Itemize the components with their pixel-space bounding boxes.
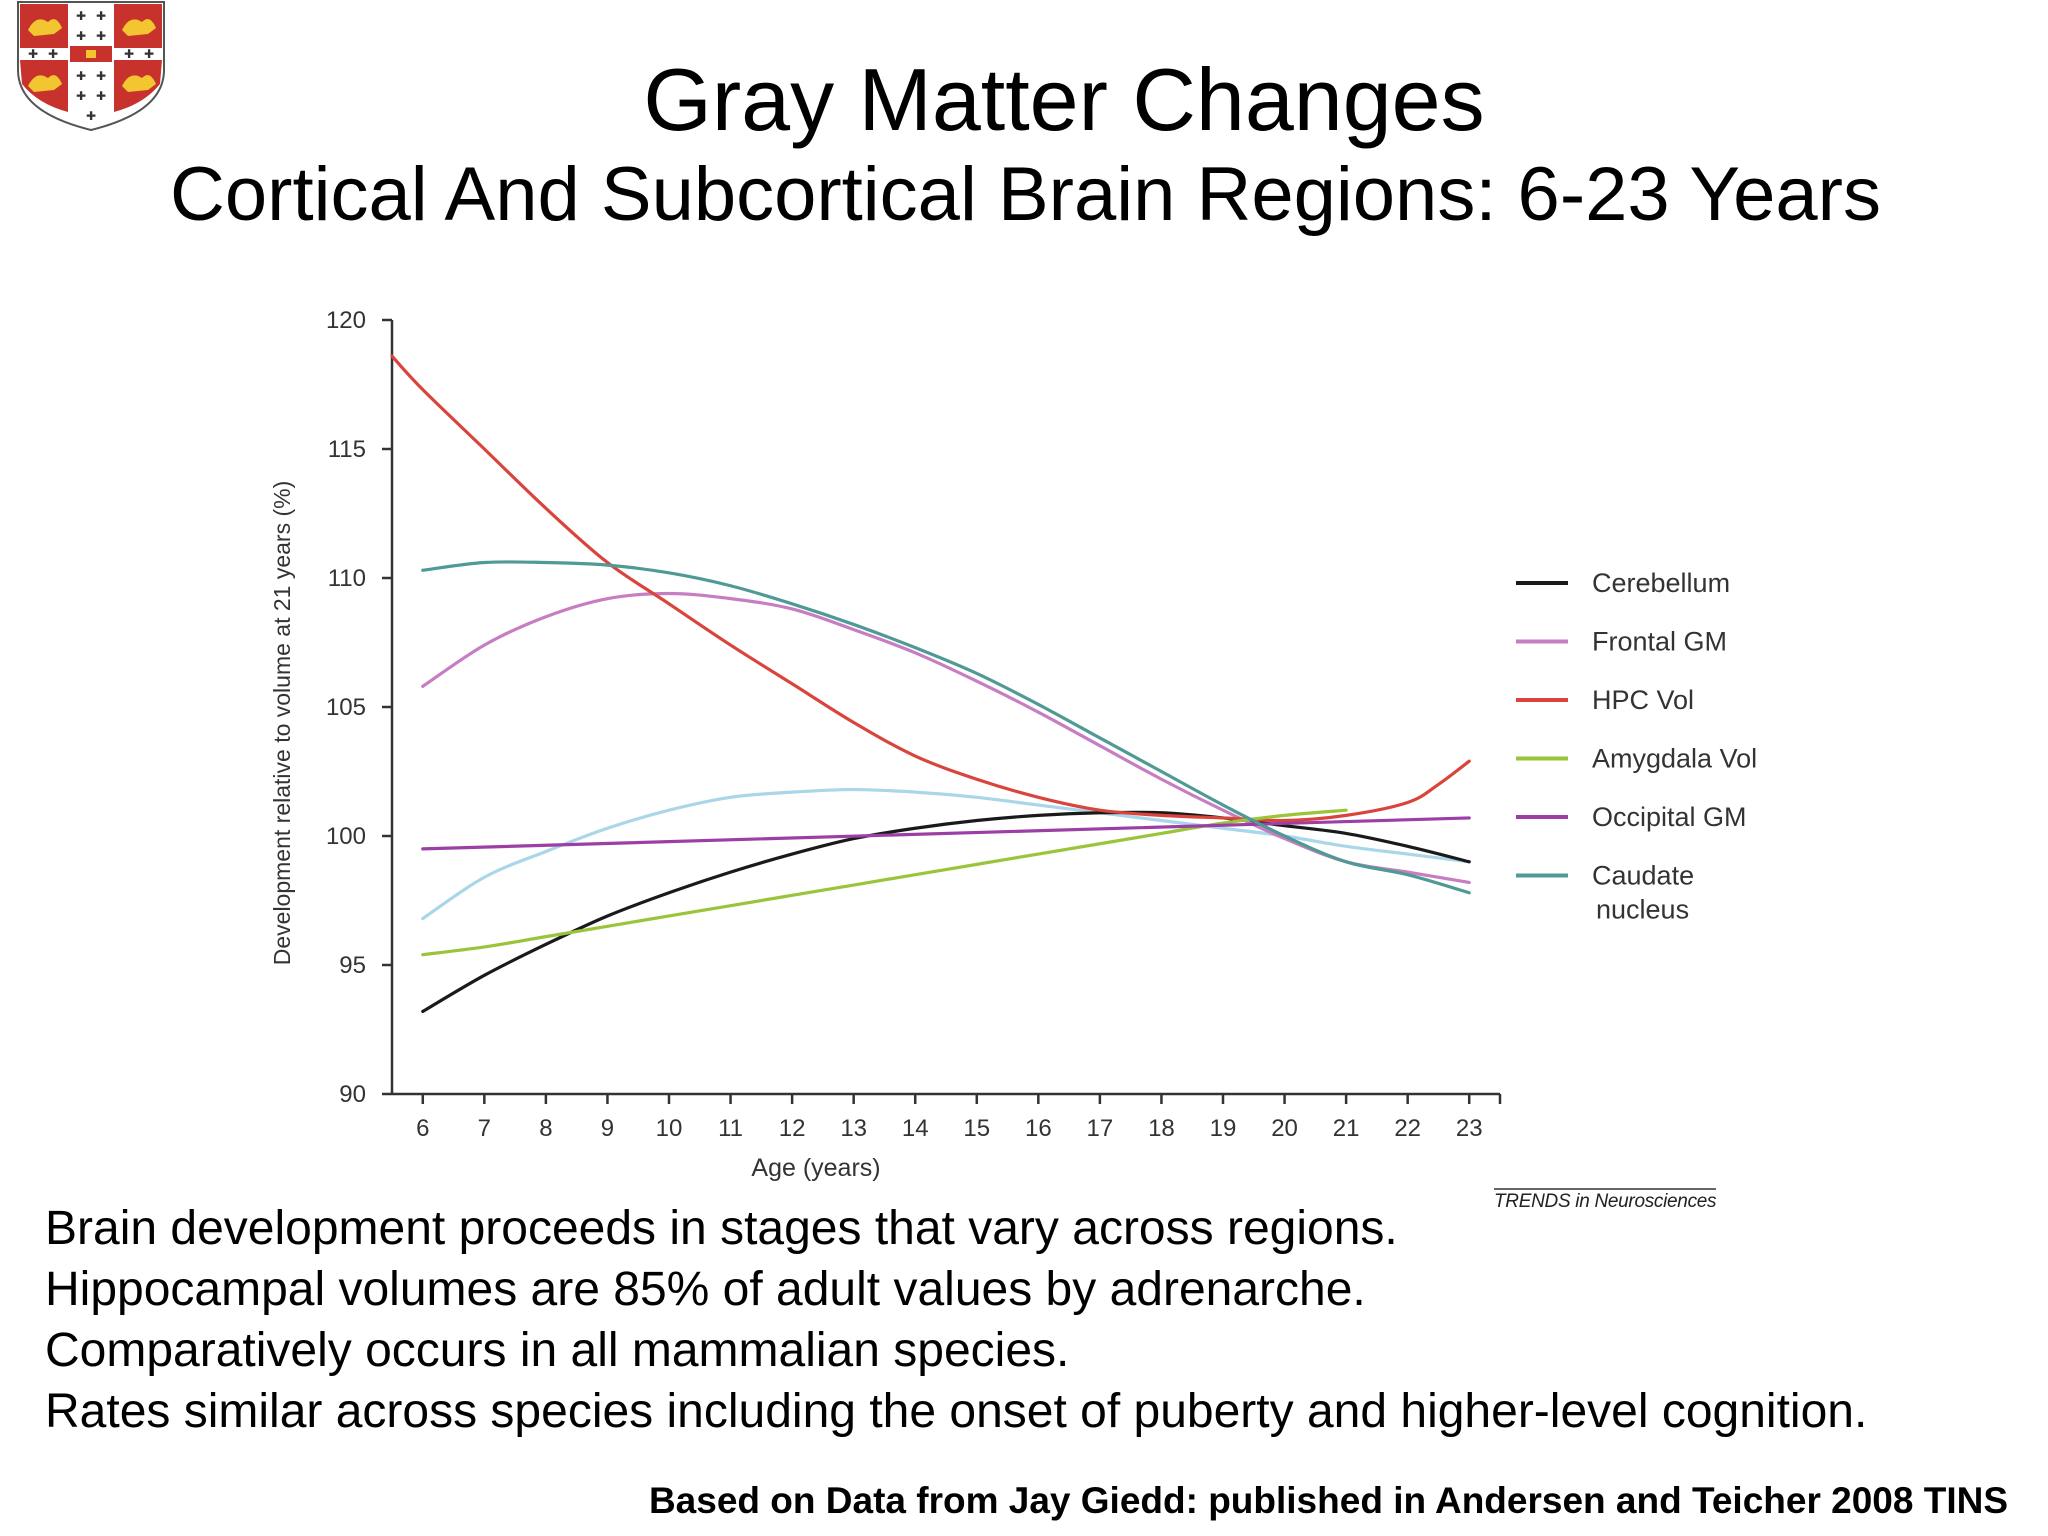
svg-text:✚: ✚: [28, 47, 38, 61]
chart-axes: 90 95 100 105 110 115 120 6 7 8 9 10 11 12 13 14 15 16 17 1…: [269, 307, 1502, 1182]
x-tick-label: 13: [840, 1115, 867, 1142]
y-tick-label: 115: [328, 436, 366, 463]
line-chart: 90 95 100 105 110 115 120 6 7 8 9 10 11 12 13 14 15 16 17 1…: [269, 307, 1757, 1182]
y-tick-label: 110: [328, 565, 366, 592]
y-tick-label: 90: [339, 1081, 366, 1108]
x-tick-label: 20: [1271, 1115, 1298, 1142]
slide-title: Gray Matter Changes: [643, 50, 1485, 149]
series-line-caudate-nucleus: [421, 560, 1471, 895]
svg-text:✚: ✚: [76, 89, 86, 103]
series-line-occipital-gm: [421, 816, 1471, 851]
y-tick-label: 120: [326, 307, 366, 334]
legend-label-occipital-gm: Occipital GM: [1592, 802, 1747, 832]
bullet-list: Brain development proceeds in stages tha…: [45, 1198, 1867, 1442]
chart-series: [390, 354, 1471, 1014]
y-tick-label: 100: [326, 823, 366, 850]
x-tick-label: 7: [478, 1115, 491, 1142]
x-tick-label: 22: [1394, 1115, 1421, 1142]
x-tick-label: 23: [1456, 1115, 1483, 1142]
legend-label-cerebellum: Cerebellum: [1592, 568, 1730, 598]
svg-text:✚: ✚: [48, 47, 58, 61]
citation: Based on Data from Jay Giedd: published …: [648, 1480, 2008, 1521]
svg-text:✚: ✚: [76, 29, 86, 43]
x-tick-label: 18: [1148, 1115, 1175, 1142]
x-tick-label: 16: [1025, 1115, 1052, 1142]
svg-text:✚: ✚: [96, 89, 106, 103]
bullet-item: Rates similar across species including t…: [45, 1385, 1868, 1438]
x-tick-label: 8: [539, 1115, 552, 1142]
slide-subtitle: Cortical And Subcortical Brain Regions: …: [170, 152, 1881, 237]
chart-legend: Cerebellum Frontal GM HPC Vol Amygdala Vol O…: [1516, 568, 1757, 925]
x-tick-label: 10: [656, 1115, 683, 1142]
series-line-amygdala-vol: [421, 808, 1348, 957]
x-tick-label: 6: [416, 1115, 429, 1142]
y-tick-label: 95: [339, 952, 366, 979]
svg-text:✚: ✚: [124, 47, 134, 61]
bullet-item: Comparatively occurs in all mammalian sp…: [45, 1324, 1070, 1377]
crest-logo: ✚ ✚ ✚ ✚ ✚ ✚ ✚ ✚ ✚ ✚ ✚ ✚ ✚: [17, 1, 165, 132]
legend-label-caudate-nucleus: Caudate nucleus: [1592, 861, 1694, 925]
legend-label-amygdala-vol: Amygdala Vol: [1592, 744, 1757, 774]
x-tick-label: 9: [601, 1115, 614, 1142]
svg-text:✚: ✚: [96, 9, 106, 23]
svg-text:✚: ✚: [144, 47, 154, 61]
x-tick-label: 12: [779, 1115, 806, 1142]
series-line-hpc-vol: [390, 354, 1471, 823]
x-tick-label: 11: [718, 1115, 743, 1142]
x-tick-label: 14: [902, 1115, 929, 1142]
legend-label-frontal-gm: Frontal GM: [1592, 627, 1727, 657]
source-credit: TRENDS in Neurosciences: [1494, 1188, 1717, 1213]
svg-text:✚: ✚: [76, 69, 86, 83]
bullet-item: Hippocampal volumes are 85% of adult val…: [45, 1263, 1366, 1316]
svg-text:✚: ✚: [76, 9, 86, 23]
series-line-cerebellum: [421, 810, 1471, 1014]
x-tick-label: 15: [963, 1115, 990, 1142]
svg-text:✚: ✚: [96, 69, 106, 83]
series-line-frontal-gm: [421, 591, 1471, 885]
x-tick-label: 17: [1087, 1115, 1114, 1142]
x-axis-label: Age (years): [751, 1154, 880, 1182]
y-tick-label: 105: [326, 694, 366, 721]
x-tick-label: 21: [1333, 1115, 1360, 1142]
x-tick-label: 19: [1210, 1115, 1237, 1142]
legend-label-hpc-vol: HPC Vol: [1592, 685, 1694, 715]
series-line-unlabelled: [421, 787, 1471, 921]
svg-text:✚: ✚: [96, 29, 106, 43]
y-axis-label: Development relative to volume at 21 yea…: [269, 481, 295, 966]
svg-text:✚: ✚: [86, 109, 96, 123]
bullet-item: Brain development proceeds in stages tha…: [45, 1202, 1398, 1255]
